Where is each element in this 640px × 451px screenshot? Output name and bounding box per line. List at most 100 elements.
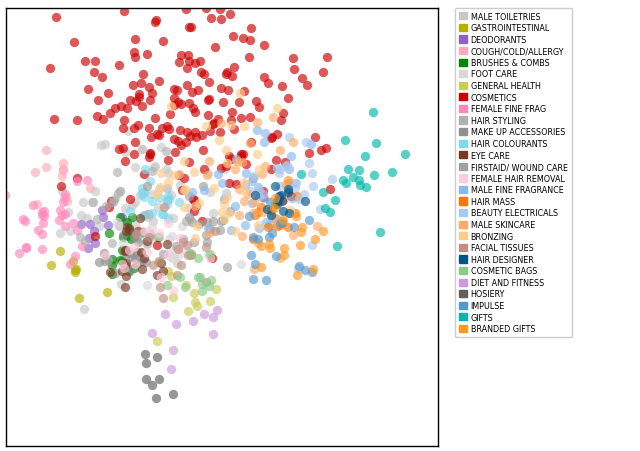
Point (172, 260, 182, 267)
Point (150, 163, 160, 170)
Point (126, 236, 136, 243)
Point (114, 62, 124, 69)
Point (144, 228, 154, 235)
Point (120, 262, 131, 269)
Point (205, 128, 215, 135)
Point (371, 140, 381, 147)
Point (163, 216, 173, 223)
Point (83, 235, 93, 242)
Point (139, 228, 149, 235)
Point (197, 217, 207, 225)
Point (207, 313, 218, 321)
Point (259, 195, 269, 202)
Point (68, 258, 78, 266)
Point (323, 55, 333, 62)
Point (115, 257, 125, 264)
Point (189, 197, 199, 204)
Point (201, 6, 211, 13)
Point (28, 202, 38, 209)
Point (120, 149, 130, 156)
Point (226, 122, 236, 129)
Point (202, 172, 212, 179)
Point (184, 205, 195, 212)
Point (246, 25, 256, 32)
Point (275, 193, 285, 200)
Point (60, 211, 70, 218)
Point (183, 252, 193, 259)
Point (113, 223, 124, 230)
Point (136, 190, 146, 198)
Point (225, 11, 235, 18)
Point (271, 215, 281, 222)
Point (234, 99, 244, 106)
Point (72, 227, 82, 234)
Point (157, 38, 168, 45)
Point (122, 219, 132, 226)
Point (267, 230, 277, 238)
Point (280, 159, 291, 166)
Point (272, 220, 282, 227)
Point (138, 212, 148, 220)
Point (272, 165, 282, 172)
Point (92, 113, 102, 120)
Point (354, 178, 364, 185)
Point (204, 282, 214, 290)
Point (177, 187, 187, 194)
Point (219, 201, 229, 208)
Point (361, 184, 371, 191)
Point (154, 78, 164, 85)
Point (164, 213, 174, 221)
Point (231, 181, 241, 189)
Point (202, 219, 212, 226)
Point (55, 207, 65, 214)
Point (278, 197, 288, 204)
Point (236, 115, 246, 123)
Point (174, 170, 184, 178)
Point (191, 223, 202, 230)
Point (245, 140, 255, 147)
Point (98, 115, 108, 123)
Point (271, 131, 282, 138)
Point (152, 354, 163, 361)
Point (173, 138, 183, 146)
Point (275, 196, 285, 203)
Point (148, 218, 158, 225)
Point (227, 109, 237, 116)
Point (271, 106, 282, 113)
Point (142, 281, 152, 289)
Point (124, 247, 134, 254)
Point (134, 235, 144, 243)
Point (85, 185, 95, 192)
Point (216, 120, 227, 127)
Point (175, 235, 186, 242)
Point (325, 209, 335, 216)
Point (90, 240, 100, 248)
Point (156, 195, 166, 202)
Point (137, 185, 147, 192)
Point (169, 102, 179, 109)
Point (182, 241, 193, 249)
Point (252, 151, 262, 158)
Point (292, 272, 302, 279)
Point (204, 230, 214, 237)
Point (202, 252, 212, 259)
Point (144, 154, 154, 161)
Point (182, 129, 192, 137)
Point (118, 234, 129, 241)
Point (272, 223, 282, 230)
Point (254, 225, 264, 232)
Point (271, 201, 282, 208)
Point (308, 266, 318, 273)
Point (270, 183, 280, 190)
Point (276, 220, 287, 227)
Point (182, 83, 192, 90)
Point (223, 87, 234, 94)
Point (205, 297, 215, 304)
Point (185, 250, 195, 257)
Point (300, 139, 310, 146)
Point (163, 179, 173, 186)
Point (270, 200, 280, 207)
Point (253, 222, 263, 229)
Point (127, 234, 137, 241)
Point (106, 256, 116, 263)
